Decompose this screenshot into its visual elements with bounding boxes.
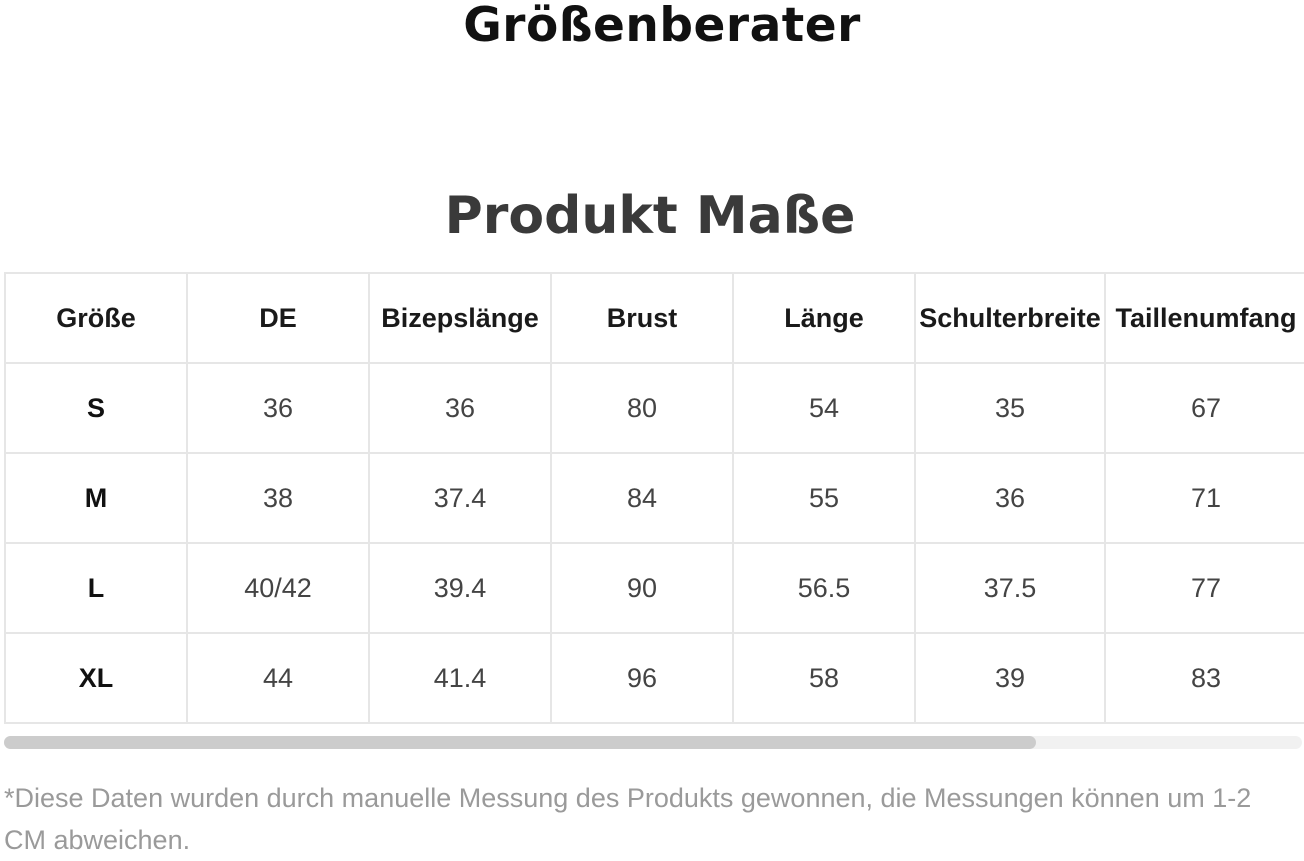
table-cell: 39.4 <box>368 542 552 634</box>
size-table: Größe DE Bizepslänge Brust Länge Schulte… <box>4 272 1304 724</box>
header-de: DE <box>186 272 370 364</box>
table-cell: 54 <box>732 362 916 454</box>
table-cell: 71 <box>1104 452 1304 544</box>
header-shoulder-width: Schulterbreite <box>914 272 1106 364</box>
scrollbar-thumb[interactable] <box>4 736 1036 749</box>
table-cell: 55 <box>732 452 916 544</box>
table-row: S 36 36 80 54 35 67 <box>4 362 1304 454</box>
table-cell-size: XL <box>4 632 188 724</box>
table-cell: 84 <box>550 452 734 544</box>
header-size: Größe <box>4 272 188 364</box>
table-cell: 80 <box>550 362 734 454</box>
table-cell: 36 <box>368 362 552 454</box>
table-header-row: Größe DE Bizepslänge Brust Länge Schulte… <box>4 272 1304 364</box>
table-cell: 56.5 <box>732 542 916 634</box>
table-row: L 40/42 39.4 90 56.5 37.5 77 <box>4 542 1304 634</box>
table-cell: 40/42 <box>186 542 370 634</box>
header-length: Länge <box>732 272 916 364</box>
table-cell: 37.4 <box>368 452 552 544</box>
header-bicep-length: Bizepslänge <box>368 272 552 364</box>
table-cell: 37.5 <box>914 542 1106 634</box>
table-cell: 58 <box>732 632 916 724</box>
header-waist: Taillenumfang <box>1104 272 1304 364</box>
table-row: M 38 37.4 84 55 36 71 <box>4 452 1304 544</box>
table-cell: 36 <box>186 362 370 454</box>
table-cell: 41.4 <box>368 632 552 724</box>
page-title: Größenberater <box>463 0 861 53</box>
table-cell: 39 <box>914 632 1106 724</box>
table-cell: 96 <box>550 632 734 724</box>
size-table-container[interactable]: Größe DE Bizepslänge Brust Länge Schulte… <box>4 272 1304 734</box>
table-cell: 44 <box>186 632 370 724</box>
table-cell: 35 <box>914 362 1106 454</box>
section-title: Produkt Maße <box>444 186 856 246</box>
table-cell: 67 <box>1104 362 1304 454</box>
table-cell-size: S <box>4 362 188 454</box>
footnote: *Diese Daten wurden durch manuelle Messu… <box>4 783 1252 855</box>
table-cell-size: L <box>4 542 188 634</box>
table-cell: 83 <box>1104 632 1304 724</box>
table-row: XL 44 41.4 96 58 39 83 <box>4 632 1304 724</box>
table-cell: 38 <box>186 452 370 544</box>
table-cell: 90 <box>550 542 734 634</box>
table-cell: 36 <box>914 452 1106 544</box>
header-chest: Brust <box>550 272 734 364</box>
table-cell-size: M <box>4 452 188 544</box>
table-cell: 77 <box>1104 542 1304 634</box>
horizontal-scrollbar[interactable] <box>4 736 1302 749</box>
